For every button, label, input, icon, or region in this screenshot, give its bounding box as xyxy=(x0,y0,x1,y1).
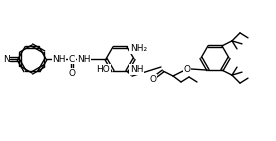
Text: NH: NH xyxy=(52,55,66,63)
Text: NH: NH xyxy=(130,65,144,74)
Text: O: O xyxy=(184,66,190,74)
Text: NH₂: NH₂ xyxy=(130,44,147,53)
Text: O: O xyxy=(150,74,156,83)
Text: N: N xyxy=(3,55,9,63)
Text: HO: HO xyxy=(96,65,110,74)
Text: NH: NH xyxy=(77,55,91,63)
Text: O: O xyxy=(68,69,76,78)
Text: C: C xyxy=(69,55,75,63)
